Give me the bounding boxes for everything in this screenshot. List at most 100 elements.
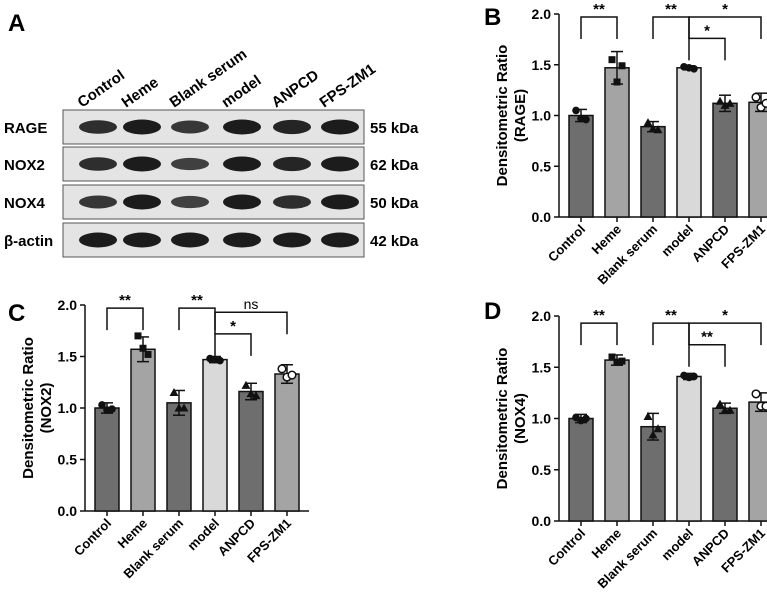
bar (640, 125, 666, 218)
y-axis-title: Densitometric Ratio (20, 337, 37, 479)
data-point (643, 118, 653, 127)
y-tick-label: 1.0 (532, 411, 552, 427)
data-point (653, 125, 663, 134)
protein-label: NOX2 (4, 157, 45, 174)
data-point (287, 370, 297, 380)
y-tick-label: 0.5 (532, 158, 552, 174)
panel-letter-b: B (484, 4, 501, 31)
significance-bracket (688, 322, 762, 346)
significance-bracket (688, 16, 762, 40)
data-point (144, 350, 152, 358)
significance-label: * (704, 22, 710, 39)
panel-letter-a: A (8, 10, 25, 37)
blot-band (79, 195, 117, 209)
y-tick-label: 1.0 (532, 108, 552, 124)
chart-d-plot: 0.0 0.5 1.0 1.5 2.0 Densitometric Ratio (NOX4)… (494, 307, 767, 591)
blot-band (223, 119, 261, 135)
significance-label: * (722, 1, 728, 18)
data-point (582, 115, 590, 124)
y-tick-label: 0.0 (58, 503, 78, 519)
x-tick-label: Control (545, 222, 588, 265)
bar (166, 402, 192, 512)
blot-band (171, 232, 209, 248)
bar (568, 114, 594, 218)
bar (238, 390, 264, 512)
lane-label: FPS-ZM1 (317, 61, 379, 112)
significance-bracket (580, 322, 618, 346)
y-tick-label: 2.0 (532, 6, 552, 22)
bar (712, 102, 738, 218)
panel-c-nox2-chart: C 0.0 0.5 1.0 1.5 2.0 Densitometric Ratio (NOX… (8, 292, 309, 581)
data-point (725, 405, 735, 414)
bar (604, 359, 630, 522)
chart-c-plot: 0.0 0.5 1.0 1.5 2.0 Densitometric Ratio (NOX2)… (20, 292, 309, 581)
protein-label: β-actin (4, 233, 53, 250)
significance-label: * (722, 307, 728, 324)
data-point (251, 391, 261, 400)
bar (130, 348, 156, 512)
data-point (179, 403, 189, 412)
data-point (134, 332, 142, 340)
y-tick-label: 0.5 (532, 462, 552, 478)
significance-bracket (688, 37, 726, 61)
blot-band (171, 157, 209, 171)
data-point (643, 411, 653, 420)
data-point (690, 65, 698, 73)
data-point (761, 401, 767, 411)
band-size-label: 62 kDa (370, 157, 419, 174)
significance-label: ** (665, 307, 677, 324)
panel-d-nox4-chart: D 0.0 0.5 1.0 1.5 2.0 Densitometric Ratio (NOX… (484, 298, 767, 591)
lane-label: model (219, 72, 265, 111)
y-tick-label: 1.0 (58, 400, 78, 416)
data-point (715, 399, 725, 408)
blot-band (123, 156, 161, 172)
blot-band (321, 119, 359, 135)
y-axis-subtitle: (NOX2) (38, 383, 55, 434)
y-tick-label: 0.0 (532, 513, 552, 529)
data-point (751, 92, 761, 102)
blot-band (123, 119, 161, 135)
blot-band (321, 232, 359, 248)
panel-letter-c: C (8, 300, 25, 327)
blot-band (123, 194, 161, 210)
significance-bracket (688, 343, 726, 367)
significance-bracket (214, 311, 288, 335)
lane-label: Control (75, 67, 128, 112)
blot-band (223, 232, 261, 248)
bar (676, 375, 702, 522)
bar (748, 101, 767, 218)
blot-band (171, 120, 209, 134)
significance-bracket (652, 16, 690, 40)
y-axis-title: Densitometric Ratio (494, 45, 511, 187)
bar (568, 417, 594, 522)
y-axis-subtitle: (NOX4) (512, 393, 529, 444)
bar (604, 67, 630, 218)
bar (712, 407, 738, 522)
band-size-label: 50 kDa (370, 195, 419, 212)
chart-b-plot: 0.0 0.5 1.0 1.5 2.0 Densitometric Ratio (RAGE)… (494, 1, 767, 287)
significance-label: ** (701, 329, 713, 346)
significance-label: ** (191, 292, 203, 309)
significance-label: ** (593, 307, 605, 324)
data-point (751, 389, 761, 399)
blot-band (171, 195, 209, 209)
blot-band (79, 232, 117, 248)
blot-strip (62, 146, 365, 182)
blot-band (273, 232, 311, 248)
data-point (653, 424, 663, 433)
x-tick-label: Control (545, 526, 588, 569)
blot-band (223, 194, 261, 210)
data-point (618, 62, 626, 70)
data-point (648, 430, 658, 439)
y-axis-title: Densitometric Ratio (494, 348, 511, 490)
y-tick-label: 1.5 (58, 349, 78, 365)
data-point (613, 358, 621, 366)
significance-bracket (580, 16, 618, 40)
significance-label: ** (665, 1, 677, 18)
band-size-label: 55 kDa (370, 120, 419, 137)
significance-bracket (652, 322, 690, 346)
data-point (241, 380, 251, 389)
blot-band (273, 119, 311, 135)
data-point (613, 78, 621, 86)
